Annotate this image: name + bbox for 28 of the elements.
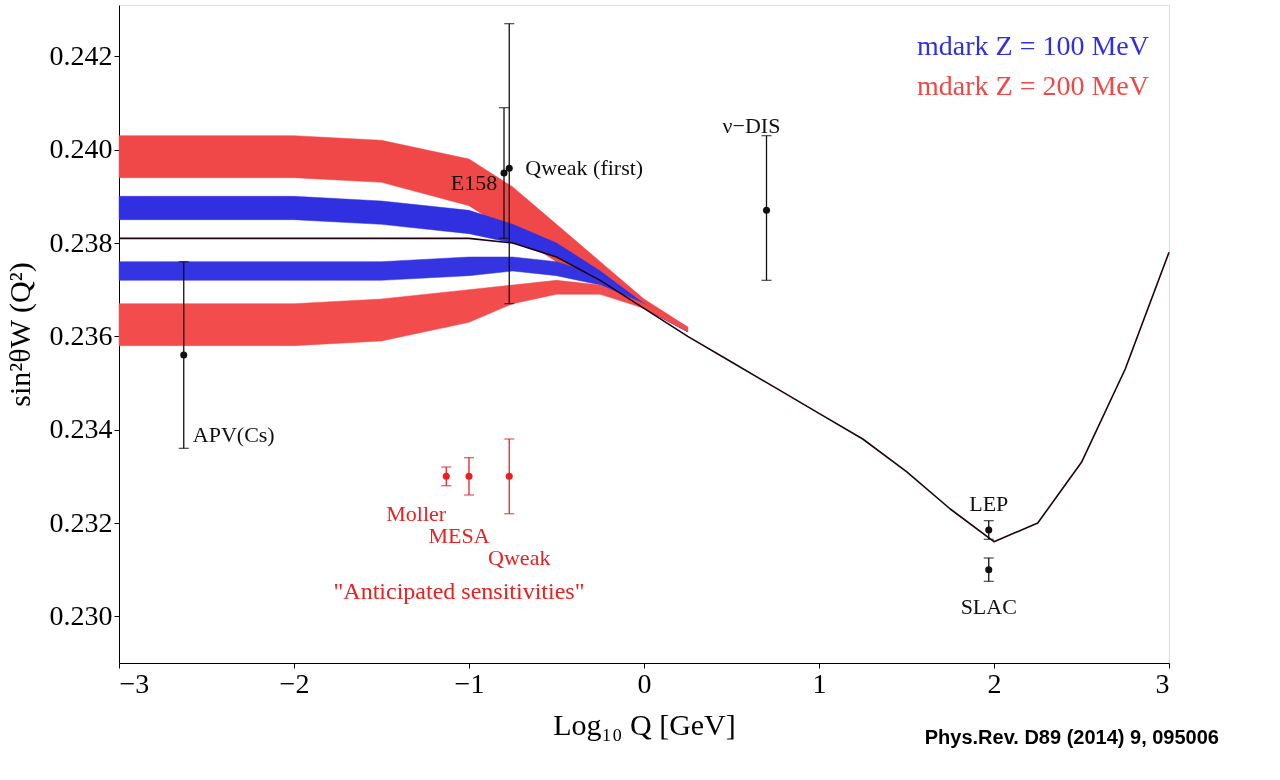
x-tick-label: 2 [987, 667, 1002, 699]
legend-label: mdark Z = 100 MeV [917, 30, 1149, 61]
x-axis-title: Log₁₀ Q [GeV] [553, 707, 736, 741]
x-tick-label: 1 [812, 667, 827, 699]
data-label: SLAC [960, 593, 1017, 619]
data-label: LEP [969, 491, 1009, 516]
x-tick-label: −3 [119, 667, 150, 699]
y-tick-label: 0.242 [49, 39, 113, 71]
y-tick-label: 0.236 [49, 319, 113, 351]
data-label: E158 [450, 170, 498, 195]
y-tick-label: 0.234 [49, 413, 113, 445]
x-tick-label: −2 [279, 667, 310, 699]
text: Phys.Rev. D89 (2014) 9, 095006 [924, 726, 1219, 748]
y-axis-title: sin²θW (Q²) [2, 262, 37, 407]
y-tick-label: 0.230 [49, 599, 113, 631]
data-label: Qweak [488, 545, 551, 571]
x-tick-label: 3 [1155, 667, 1170, 699]
data-label: APV(Cs) [192, 422, 275, 447]
data-label: ν−DIS [722, 113, 781, 139]
text: "Anticipated sensitivities" [333, 578, 585, 605]
y-tick-label: 0.232 [49, 506, 113, 538]
line-series [118, 237, 1170, 543]
legend-label: mdark Z = 200 MeV [917, 70, 1149, 101]
y-tick-label: 0.238 [49, 226, 113, 258]
x-tick-label: −1 [454, 667, 485, 699]
data-label: Qweak (first) [525, 155, 644, 181]
x-tick-label: 0 [637, 667, 652, 699]
y-tick-label: 0.240 [49, 133, 113, 165]
